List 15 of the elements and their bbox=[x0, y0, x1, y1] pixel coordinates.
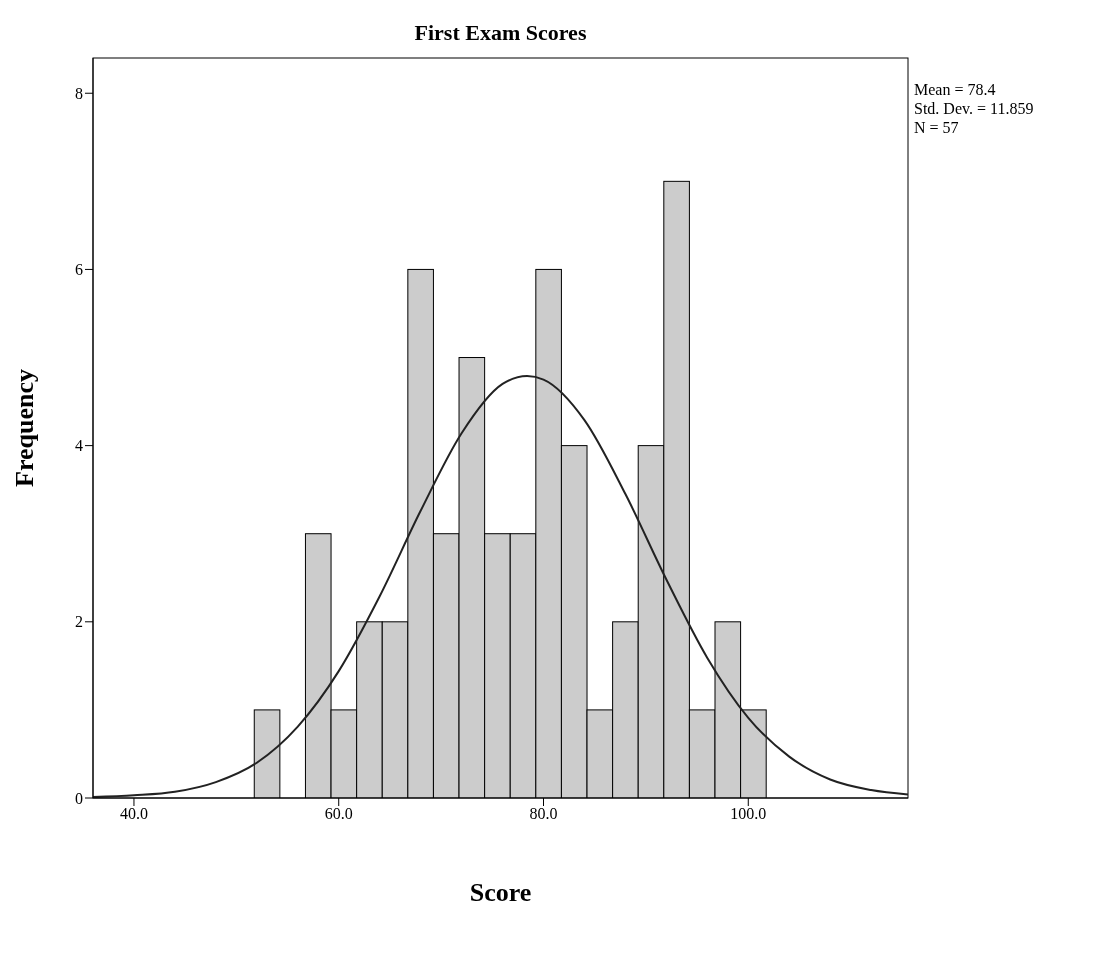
x-tick-label: 80.0 bbox=[529, 805, 558, 823]
y-tick-label: 4 bbox=[75, 437, 83, 455]
x-tick-label: 100.0 bbox=[730, 805, 767, 823]
x-axis-title: Score bbox=[468, 878, 533, 908]
text: N = 57 bbox=[914, 118, 960, 137]
y-tick-label: 8 bbox=[75, 84, 83, 102]
text: Std. Dev. = 11.859 bbox=[914, 99, 1034, 118]
y-tick-label: 2 bbox=[75, 613, 83, 631]
x-tick-label: 40.0 bbox=[119, 805, 148, 823]
y-tick-label: 6 bbox=[75, 261, 83, 279]
y-axis-title: Frequency bbox=[10, 369, 40, 487]
y-tick-label: 0 bbox=[75, 789, 83, 807]
x-tick-label: 60.0 bbox=[324, 805, 353, 823]
text: Mean = 78.4 bbox=[914, 80, 997, 99]
chart-title: First Exam Scores bbox=[413, 20, 588, 46]
